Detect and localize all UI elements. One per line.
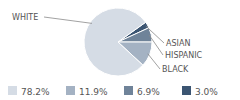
- legend-label: 3.0%: [195, 87, 218, 97]
- legend-label: 11.9%: [79, 87, 108, 97]
- leader-line: [149, 35, 163, 55]
- legend-swatch: [182, 86, 191, 95]
- chart: ASIAN HISPANIC BLACK WHITE 78.2% 11.9% 6.9% 3.0…: [0, 0, 240, 100]
- legend-swatch: [66, 86, 75, 95]
- legend-label: 6.9%: [137, 87, 160, 97]
- leader-line: [148, 54, 160, 69]
- legend: 78.2% 11.9% 6.9% 3.0%: [8, 86, 218, 97]
- legend-swatch: [124, 86, 133, 95]
- slice-labels: ASIAN HISPANIC BLACK WHITE: [12, 13, 203, 74]
- legend-swatch: [8, 86, 17, 95]
- leader-line: [146, 26, 164, 43]
- pie-slice: [84, 8, 146, 76]
- slice-label: BLACK: [162, 65, 189, 74]
- leader-line: [44, 17, 92, 23]
- slice-label: HISPANIC: [165, 51, 203, 60]
- pie: [84, 8, 152, 76]
- slice-label: WHITE: [12, 13, 38, 22]
- legend-label: 78.2%: [21, 87, 50, 97]
- slice-label: ASIAN: [166, 39, 190, 48]
